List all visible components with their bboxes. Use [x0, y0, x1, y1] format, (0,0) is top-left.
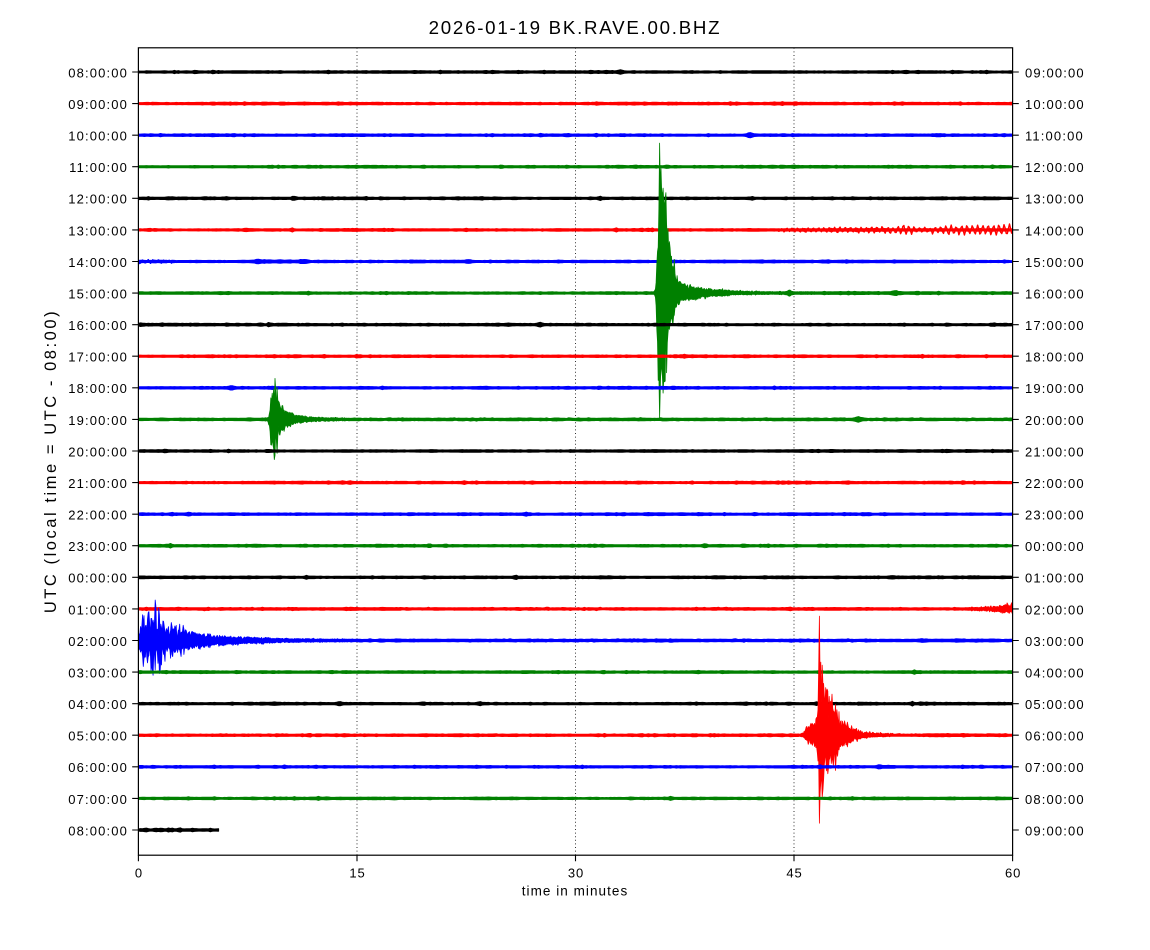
svg-text:00:00:00: 00:00:00 — [1025, 539, 1085, 554]
svg-text:19:00:00: 19:00:00 — [1025, 381, 1085, 396]
svg-text:21:00:00: 21:00:00 — [68, 476, 128, 491]
svg-text:09:00:00: 09:00:00 — [68, 97, 128, 112]
svg-text:15:00:00: 15:00:00 — [68, 287, 128, 302]
svg-text:60: 60 — [1005, 865, 1021, 880]
svg-text:16:00:00: 16:00:00 — [68, 318, 128, 333]
svg-text:01:00:00: 01:00:00 — [68, 602, 128, 617]
svg-text:02:00:00: 02:00:00 — [1025, 602, 1085, 617]
svg-text:07:00:00: 07:00:00 — [1025, 760, 1085, 775]
svg-text:01:00:00: 01:00:00 — [1025, 571, 1085, 586]
svg-text:11:00:00: 11:00:00 — [1025, 129, 1084, 144]
svg-text:08:00:00: 08:00:00 — [1025, 792, 1085, 807]
svg-text:UTC (local time = UTC - 08:00): UTC (local time = UTC - 08:00) — [42, 309, 60, 613]
svg-text:02:00:00: 02:00:00 — [68, 634, 128, 649]
svg-text:21:00:00: 21:00:00 — [1025, 444, 1085, 459]
svg-text:04:00:00: 04:00:00 — [68, 697, 128, 712]
svg-text:16:00:00: 16:00:00 — [1025, 287, 1085, 302]
svg-text:03:00:00: 03:00:00 — [68, 666, 128, 681]
svg-text:19:00:00: 19:00:00 — [68, 413, 128, 428]
svg-text:13:00:00: 13:00:00 — [68, 223, 128, 238]
svg-text:11:00:00: 11:00:00 — [69, 160, 128, 175]
svg-text:03:00:00: 03:00:00 — [1025, 634, 1085, 649]
svg-text:30: 30 — [568, 865, 584, 880]
svg-text:10:00:00: 10:00:00 — [68, 129, 128, 144]
svg-text:45: 45 — [786, 865, 802, 880]
svg-text:12:00:00: 12:00:00 — [1025, 160, 1085, 175]
svg-text:0: 0 — [135, 865, 143, 880]
svg-text:10:00:00: 10:00:00 — [1025, 97, 1085, 112]
svg-text:2026-01-19 BK.RAVE.00.BHZ: 2026-01-19 BK.RAVE.00.BHZ — [429, 17, 722, 38]
svg-text:05:00:00: 05:00:00 — [68, 729, 128, 744]
svg-text:23:00:00: 23:00:00 — [68, 539, 128, 554]
svg-text:20:00:00: 20:00:00 — [68, 444, 128, 459]
svg-text:18:00:00: 18:00:00 — [68, 381, 128, 396]
svg-text:15:00:00: 15:00:00 — [1025, 255, 1085, 270]
svg-text:08:00:00: 08:00:00 — [68, 823, 128, 838]
svg-text:06:00:00: 06:00:00 — [68, 760, 128, 775]
svg-text:13:00:00: 13:00:00 — [1025, 192, 1085, 207]
svg-text:15: 15 — [349, 865, 365, 880]
svg-text:08:00:00: 08:00:00 — [68, 65, 128, 80]
svg-text:04:00:00: 04:00:00 — [1025, 666, 1085, 681]
svg-text:09:00:00: 09:00:00 — [1025, 65, 1085, 80]
svg-text:06:00:00: 06:00:00 — [1025, 729, 1085, 744]
svg-text:07:00:00: 07:00:00 — [68, 792, 128, 807]
svg-text:05:00:00: 05:00:00 — [1025, 697, 1085, 712]
svg-text:12:00:00: 12:00:00 — [68, 192, 128, 207]
svg-text:17:00:00: 17:00:00 — [1025, 318, 1085, 333]
svg-text:23:00:00: 23:00:00 — [1025, 508, 1085, 523]
svg-text:09:00:00: 09:00:00 — [1025, 823, 1085, 838]
svg-text:18:00:00: 18:00:00 — [1025, 350, 1085, 365]
svg-text:14:00:00: 14:00:00 — [68, 255, 128, 270]
svg-text:17:00:00: 17:00:00 — [68, 350, 128, 365]
svg-text:20:00:00: 20:00:00 — [1025, 413, 1085, 428]
svg-text:time in minutes: time in minutes — [522, 884, 629, 899]
svg-text:00:00:00: 00:00:00 — [68, 571, 128, 586]
svg-text:22:00:00: 22:00:00 — [1025, 476, 1085, 491]
svg-text:22:00:00: 22:00:00 — [68, 508, 128, 523]
svg-text:14:00:00: 14:00:00 — [1025, 223, 1085, 238]
